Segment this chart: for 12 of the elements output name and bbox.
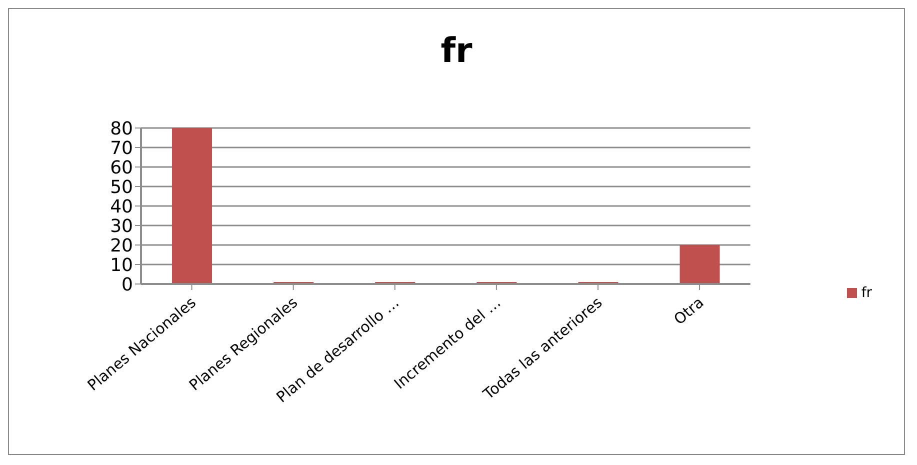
- y-tick-label: 70: [110, 138, 133, 159]
- legend-label: fr: [861, 285, 872, 301]
- y-tick-label: 30: [110, 216, 133, 237]
- y-tick-label: 40: [110, 196, 133, 218]
- y-tick-label: 80: [110, 118, 133, 140]
- y-tick-label: 20: [110, 235, 133, 256]
- y-tick-label: 0: [122, 274, 133, 296]
- chart-title: fr: [440, 31, 474, 71]
- y-tick-label: 60: [110, 157, 133, 178]
- y-tick-label: 10: [110, 254, 133, 276]
- y-tick-label: 50: [110, 176, 133, 198]
- x-tick-label: Otra: [670, 293, 708, 328]
